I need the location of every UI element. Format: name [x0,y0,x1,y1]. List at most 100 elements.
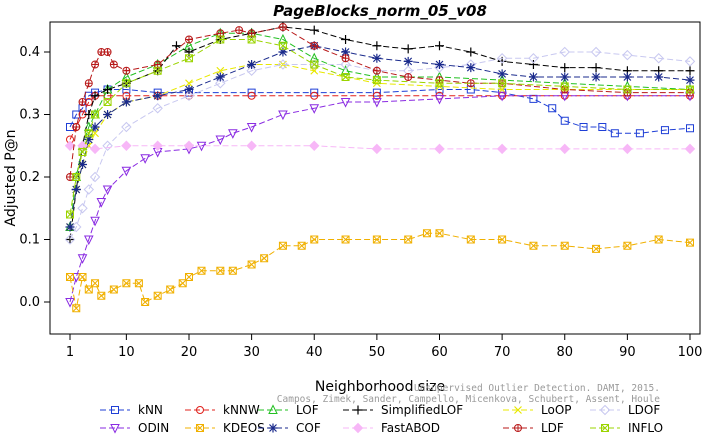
point-inflo [84,129,93,138]
point-ldf [404,73,413,81]
point-inflo [623,85,632,94]
point-inflo [278,41,287,50]
point-odin [121,166,132,177]
point-simplifiedlof [171,41,181,51]
point-inflo [72,173,81,181]
point-cof [528,72,538,82]
point-cof [497,69,507,79]
point-kdeos [560,241,569,250]
legend-label-odin: ODIN [138,421,169,434]
y-tick-label: 0.3 [19,108,40,123]
point-inflo [247,35,256,44]
point-fastabod [64,140,76,151]
point-ldf [91,60,100,69]
point-fastabod [121,140,132,151]
point-cof [247,60,257,69]
legend-item-simplifiedlof: SimplifiedLOF [343,403,463,417]
legend-item-kdeos: KDEOS [185,421,265,434]
point-odin [77,254,88,264]
point-simplifiedlof [372,41,382,51]
point-ldof [277,59,289,70]
point-ldof [340,59,351,70]
point-fastabod [622,143,633,155]
point-knnw [372,91,381,100]
point-cof [153,91,163,101]
series-line-knnw [69,95,690,140]
point-fastabod [89,143,101,155]
point-odin [140,154,150,164]
point-ldof [684,56,696,67]
point-kdeos [341,235,350,244]
point-inflo [686,85,694,94]
point-fastabod [684,143,696,155]
point-inflo [122,79,131,88]
point-kdeos [278,241,287,250]
x-tick-label: 70 [494,345,511,360]
point-odin [83,235,94,246]
legend-label-simplifiedlof: SimplifiedLOF [381,403,463,417]
point-ldf [278,23,287,31]
point-knnw [310,91,319,100]
point-simplifiedlof [403,44,413,54]
point-ldf [78,98,87,106]
point-ldf [341,54,350,63]
legend-item-odin: ODIN [100,421,169,434]
y-tick-label: 0.4 [19,45,40,60]
point-ldf [109,60,118,69]
legend-marker-inflo [601,424,609,432]
point-kdeos [623,241,632,250]
series-layer [64,22,696,313]
point-odin [228,129,238,139]
point-ldf [84,79,93,88]
point-kdeos [122,279,131,288]
point-cof [278,47,288,57]
legend-label-kdeos: KDEOS [223,421,265,434]
point-inflo [103,98,112,106]
point-ldof [183,90,195,101]
series-line-simplifiedlof [69,26,690,240]
point-ldof [152,103,163,114]
legend-marker-knnw [196,406,204,414]
point-fastabod [559,143,570,155]
point-kdeos [134,279,143,288]
point-simplifiedlof [434,41,444,51]
legend-label-inflo: INFLO [628,421,663,434]
point-knn [548,104,557,113]
point-odin [340,98,351,108]
point-inflo [66,210,74,219]
point-cof [403,56,413,66]
point-ldf [310,41,319,50]
x-axis-title: Neighborhood size [315,379,445,395]
point-ldof [71,221,82,233]
point-kdeos [592,244,601,253]
legend-label-ldof: LDOF [628,403,660,417]
x-tick-label: 1 [66,345,74,360]
point-loop [185,79,193,88]
point-knn [598,123,607,131]
point-simplifiedlof [466,47,476,57]
point-fastabod [496,143,508,155]
point-kdeos [78,273,87,281]
x-tick-label: 80 [556,345,573,360]
legend-item-loop: LoOP [503,403,572,417]
legend-label-knn: kNN [138,403,163,417]
point-kdeos [498,235,507,244]
point-cof [622,72,632,82]
legend-marker-fastabod [352,422,364,434]
point-lof [278,33,288,44]
legend-label-lof: LOF [296,403,319,417]
series-line-knn [69,89,691,134]
point-kdeos [404,235,413,244]
legend-marker-cof [268,423,278,433]
point-cof [84,135,94,144]
y-tick-label: 0.1 [19,233,40,248]
point-ldof [121,121,132,133]
series-cof [65,41,695,232]
point-inflo [78,148,87,156]
point-kdeos [372,235,381,244]
point-ldf [184,35,193,44]
point-kdeos [91,279,100,288]
point-cof [654,72,664,82]
point-kdeos [153,291,162,300]
point-ldf [235,26,244,35]
